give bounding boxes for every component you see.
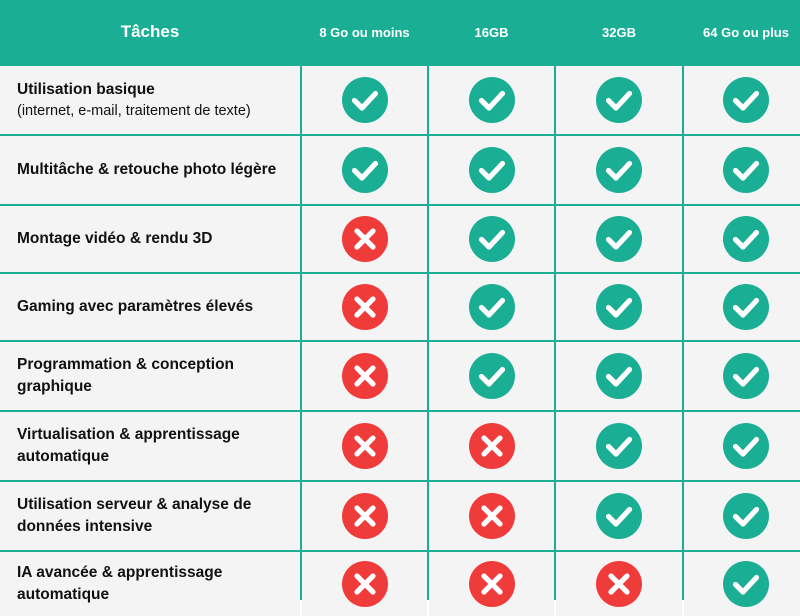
row-label: Utilisation serveur & analyse de données…	[0, 482, 300, 550]
support-cell	[302, 552, 427, 616]
check-circle-icon	[596, 77, 642, 123]
cross-circle-icon	[341, 561, 388, 607]
row-label: Programmation & conception graphique	[0, 342, 300, 410]
cross-circle-icon	[341, 353, 388, 399]
support-cell	[302, 482, 427, 550]
check-circle-icon	[341, 147, 388, 193]
check-circle-icon	[723, 561, 769, 607]
task-name: Utilisation basique	[17, 80, 155, 98]
support-cell	[302, 66, 427, 134]
support-cell	[556, 136, 682, 204]
task-name: Utilisation serveur & analyse de données…	[17, 496, 252, 535]
check-circle-icon	[596, 493, 642, 539]
support-cell	[556, 552, 682, 616]
task-name: Multitâche & retouche photo légère	[17, 161, 277, 178]
header-col-8go: 8 Go ou moins	[302, 0, 427, 64]
check-circle-icon	[468, 284, 515, 330]
support-cell	[556, 342, 682, 410]
support-cell	[429, 412, 554, 480]
cross-circle-icon	[468, 493, 515, 539]
support-cell	[556, 274, 682, 340]
support-cell	[684, 136, 800, 204]
support-cell	[429, 136, 554, 204]
check-circle-icon	[341, 77, 388, 123]
cross-circle-icon	[596, 561, 642, 607]
check-circle-icon	[723, 423, 769, 469]
cross-circle-icon	[468, 561, 515, 607]
check-circle-icon	[468, 147, 515, 193]
support-cell	[556, 412, 682, 480]
support-cell	[429, 342, 554, 410]
check-circle-icon	[723, 353, 769, 399]
support-cell	[429, 482, 554, 550]
check-circle-icon	[723, 284, 769, 330]
row-label: Utilisation basique (internet, e-mail, tr…	[0, 66, 300, 134]
check-circle-icon	[468, 77, 515, 123]
task-name: Virtualisation & apprentissage automatiq…	[17, 426, 240, 465]
support-cell	[684, 342, 800, 410]
check-circle-icon	[723, 216, 769, 262]
support-cell	[556, 482, 682, 550]
support-cell	[302, 342, 427, 410]
cross-circle-icon	[341, 493, 388, 539]
header-col-32gb: 32GB	[556, 0, 682, 64]
task-name: Montage vidéo & rendu 3D	[17, 230, 213, 247]
task-subtitle: (internet, e-mail, traitement de texte)	[17, 102, 251, 119]
support-cell	[684, 482, 800, 550]
check-circle-icon	[468, 216, 515, 262]
support-cell	[302, 136, 427, 204]
check-circle-icon	[723, 493, 769, 539]
header-col-64go: 64 Go ou plus	[684, 0, 800, 64]
header-col-16gb: 16GB	[429, 0, 554, 64]
cross-circle-icon	[341, 423, 388, 469]
support-cell	[302, 412, 427, 480]
check-circle-icon	[596, 216, 642, 262]
support-cell	[684, 412, 800, 480]
row-label: Multitâche & retouche photo légère	[0, 136, 300, 204]
support-cell	[684, 206, 800, 272]
support-cell	[429, 206, 554, 272]
check-circle-icon	[596, 147, 642, 193]
row-label: Gaming avec paramètres élevés	[0, 274, 300, 340]
row-label: Virtualisation & apprentissage automatiq…	[0, 412, 300, 480]
task-name: IA avancée & apprentissage automatique	[17, 564, 223, 603]
row-label: IA avancée & apprentissage automatique	[0, 552, 300, 616]
cross-circle-icon	[341, 216, 388, 262]
support-cell	[429, 552, 554, 616]
support-cell	[556, 66, 682, 134]
check-circle-icon	[596, 423, 642, 469]
support-cell	[556, 206, 682, 272]
task-name: Programmation & conception graphique	[17, 356, 235, 395]
support-cell	[302, 274, 427, 340]
check-circle-icon	[596, 284, 642, 330]
check-circle-icon	[468, 353, 515, 399]
task-name: Gaming avec paramètres élevés	[17, 298, 254, 315]
support-cell	[684, 66, 800, 134]
support-cell	[684, 274, 800, 340]
support-cell	[302, 206, 427, 272]
support-cell	[429, 66, 554, 134]
check-circle-icon	[723, 77, 769, 123]
cross-circle-icon	[468, 423, 515, 469]
support-cell	[429, 274, 554, 340]
row-label: Montage vidéo & rendu 3D	[0, 206, 300, 272]
support-cell	[684, 552, 800, 616]
cross-circle-icon	[341, 284, 388, 330]
check-circle-icon	[723, 147, 769, 193]
check-circle-icon	[596, 353, 642, 399]
header-task: Tâches	[0, 0, 300, 64]
